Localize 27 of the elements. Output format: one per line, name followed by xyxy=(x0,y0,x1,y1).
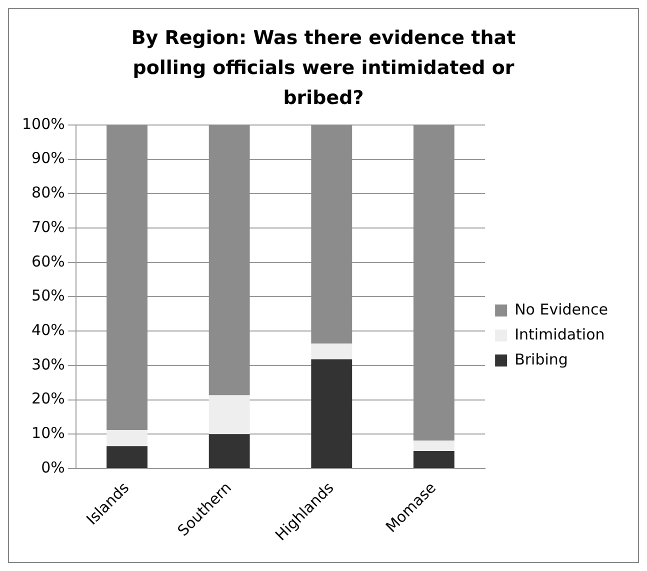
y-tick-label: 50% xyxy=(32,286,65,305)
bar xyxy=(106,430,148,446)
y-tick-label: 20% xyxy=(32,390,65,408)
bar xyxy=(311,125,352,344)
y-tick-label: 0% xyxy=(41,458,65,476)
chart-title: By Region: Was there evidence that polling officials were intimidated or bribed? xyxy=(130,26,517,111)
bar xyxy=(106,446,148,468)
bar xyxy=(311,343,352,360)
bar xyxy=(311,359,352,468)
y-tick-label: 80% xyxy=(32,184,65,202)
y-tick-label: 30% xyxy=(32,355,65,374)
bar xyxy=(413,125,454,441)
y-tick-label: 10% xyxy=(32,424,65,442)
bar xyxy=(106,125,148,430)
bar xyxy=(208,395,250,434)
y-tick-label: 100% xyxy=(22,114,65,133)
y-tick-label: 60% xyxy=(32,252,65,270)
y-tick-label: 90% xyxy=(32,149,65,168)
bar xyxy=(208,125,250,396)
bar xyxy=(413,450,454,468)
legend-label: No Evidence xyxy=(514,300,608,318)
y-tick-label: 70% xyxy=(32,218,65,236)
bar xyxy=(413,440,454,451)
legend-label: Intimidation xyxy=(514,325,605,344)
y-tick-label: 40% xyxy=(32,320,65,339)
legend-label: Bribing xyxy=(514,350,568,368)
bar xyxy=(208,434,250,468)
